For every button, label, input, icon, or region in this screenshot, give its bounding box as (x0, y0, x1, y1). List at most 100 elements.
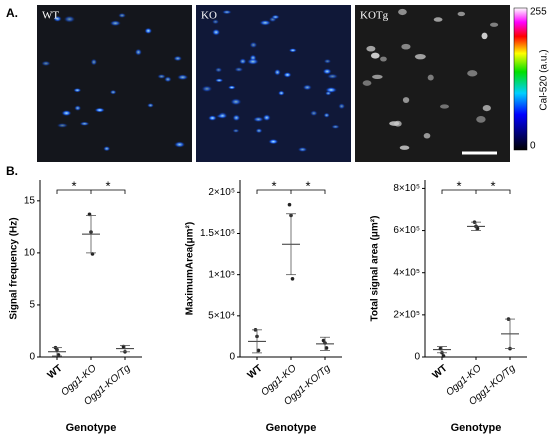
significance-star: * (105, 178, 110, 193)
y-tick-label: 6×10⁵ (393, 225, 420, 236)
cell (323, 112, 330, 118)
significance-star: * (305, 178, 310, 193)
x-axis-label: Genotype (66, 422, 117, 434)
micrograph (355, 5, 510, 162)
cell (322, 68, 332, 75)
cell (61, 110, 72, 117)
x-tick-label: WT (46, 363, 65, 381)
cell (174, 141, 186, 148)
significance-star: * (456, 178, 461, 193)
error-bar (437, 346, 447, 354)
image-label: WT (42, 10, 59, 22)
cell (208, 115, 217, 121)
cell (490, 22, 499, 27)
cell (79, 121, 90, 126)
cell (398, 8, 407, 16)
error-bar (320, 336, 330, 351)
y-tick-label: 2×10⁵ (393, 309, 420, 320)
cell (157, 74, 166, 79)
cell (283, 72, 292, 78)
cell (302, 84, 312, 91)
cell (74, 105, 82, 111)
y-tick-label: 0 (229, 352, 235, 363)
cell (380, 56, 387, 62)
error-bar (120, 345, 130, 353)
y-tick-label: 15 (24, 195, 36, 206)
image-label: KOTg (360, 10, 389, 22)
y-tick-label: 5 (29, 300, 35, 311)
significance-star: * (71, 178, 76, 193)
image-label: KO (201, 10, 217, 22)
cell (63, 15, 76, 23)
cell (201, 85, 213, 93)
cell (259, 19, 272, 26)
cell (414, 53, 426, 60)
x-axis-label: Genotype (266, 422, 317, 434)
micrograph (196, 5, 351, 162)
cell (222, 9, 232, 15)
cell (481, 32, 488, 40)
data-point (256, 348, 261, 353)
y-tick-label: 2×10⁵ (208, 187, 235, 198)
cell (234, 66, 244, 72)
cell (389, 121, 400, 126)
cell (427, 74, 434, 81)
error-bar (286, 213, 296, 276)
cell (230, 98, 242, 106)
data-point (287, 202, 292, 207)
significance-bracket (56, 189, 126, 194)
error-bar (471, 221, 481, 231)
cell (211, 28, 221, 36)
cell (214, 67, 223, 73)
cell (370, 52, 380, 59)
cell (211, 19, 220, 25)
data-point (324, 346, 329, 350)
cell (402, 97, 410, 103)
micrograph (37, 5, 192, 162)
y-tick-label: 0 (414, 352, 420, 363)
cell (401, 43, 411, 50)
cell (56, 123, 69, 128)
cell (41, 60, 51, 67)
y-axis-label: MaximumArea(μm²) (185, 222, 196, 315)
significance-bracket (441, 189, 511, 194)
y-axis-label: Total signal area (μm²) (370, 216, 381, 322)
cell (271, 14, 280, 20)
cell (134, 48, 142, 56)
panel-label: B. (6, 164, 18, 178)
error-bar (252, 329, 262, 354)
cell (326, 73, 339, 79)
x-tick-label: WT (431, 363, 450, 381)
cell (457, 11, 466, 17)
cell (310, 110, 318, 117)
colorbar-label: Cal-520 (a.u.) (539, 49, 550, 110)
cell (288, 48, 297, 53)
cell (227, 85, 236, 90)
x-axis-label: Genotype (451, 422, 502, 434)
y-tick-label: 4×10⁵ (393, 267, 420, 278)
cell (246, 58, 259, 65)
cell (90, 58, 98, 66)
data-point (441, 354, 446, 358)
cell (109, 20, 122, 27)
cell (366, 45, 376, 52)
colorbar (513, 7, 528, 151)
cell (173, 55, 183, 62)
y-tick-label: 0 (29, 352, 35, 363)
significance-bracket (256, 189, 326, 194)
cell (362, 80, 372, 86)
cell (217, 112, 228, 119)
significance-star: * (490, 178, 495, 193)
cell (262, 114, 271, 122)
cell (440, 104, 449, 109)
cell (53, 15, 62, 22)
cell (103, 146, 111, 152)
y-axis-label: Signal frequency (Hz) (9, 217, 20, 319)
data-point (290, 276, 295, 281)
y-tick-label: 10 (24, 248, 36, 259)
error-bar (505, 318, 515, 349)
cell (232, 114, 241, 122)
cell (325, 91, 332, 96)
colorbar-tick: 255 (530, 7, 547, 18)
y-tick-label: 5×10⁴ (208, 310, 235, 321)
